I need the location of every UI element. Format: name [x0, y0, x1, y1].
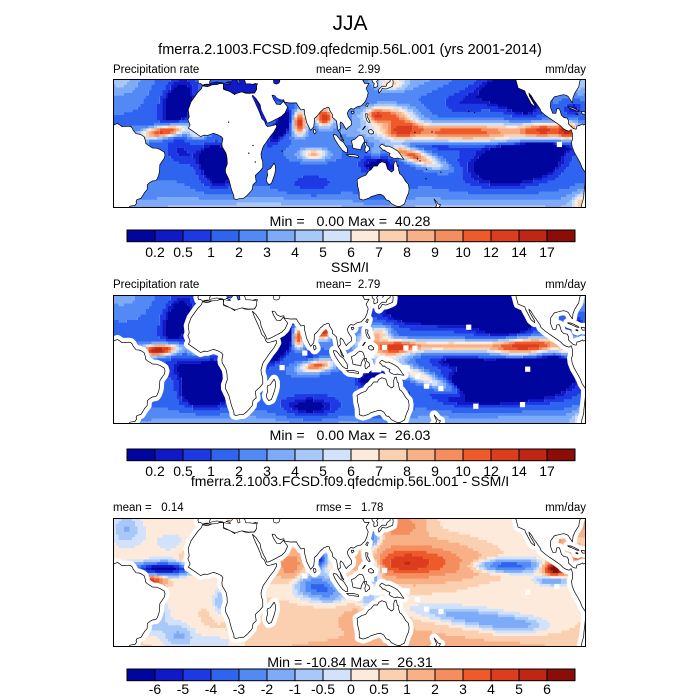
svg-text:-4: -4	[204, 681, 217, 697]
svg-text:7: 7	[375, 244, 383, 260]
svg-text:8: 8	[403, 244, 411, 260]
svg-text:0.2: 0.2	[145, 244, 165, 260]
svg-text:17: 17	[539, 244, 555, 260]
svg-text:6: 6	[543, 681, 551, 697]
svg-text:3: 3	[459, 681, 467, 697]
svg-text:0.2: 0.2	[145, 463, 165, 479]
svg-text:0: 0	[347, 681, 355, 697]
svg-text:12: 12	[483, 463, 499, 479]
svg-text:10: 10	[455, 244, 471, 260]
svg-text:4: 4	[487, 681, 495, 697]
svg-text:14: 14	[511, 463, 527, 479]
svg-text:5: 5	[319, 463, 327, 479]
svg-text:8: 8	[403, 463, 411, 479]
svg-text:5: 5	[319, 244, 327, 260]
svg-text:0.5: 0.5	[173, 244, 193, 260]
svg-text:2: 2	[235, 463, 243, 479]
svg-text:6: 6	[347, 244, 355, 260]
svg-text:1: 1	[403, 681, 411, 697]
svg-text:-0.5: -0.5	[310, 681, 334, 697]
svg-text:1: 1	[207, 244, 215, 260]
svg-text:-2: -2	[260, 681, 273, 697]
svg-text:1: 1	[207, 463, 215, 479]
svg-text:5: 5	[515, 681, 523, 697]
svg-text:4: 4	[291, 244, 299, 260]
svg-text:12: 12	[483, 244, 499, 260]
svg-text:6: 6	[347, 463, 355, 479]
svg-text:-6: -6	[148, 681, 161, 697]
svg-text:2: 2	[431, 681, 439, 697]
svg-text:2: 2	[235, 244, 243, 260]
svg-text:9: 9	[431, 463, 439, 479]
svg-text:4: 4	[291, 463, 299, 479]
svg-text:3: 3	[263, 463, 271, 479]
svg-text:17: 17	[539, 463, 555, 479]
svg-text:-1: -1	[288, 681, 301, 697]
svg-text:14: 14	[511, 244, 527, 260]
svg-text:0.5: 0.5	[173, 463, 193, 479]
svg-text:-5: -5	[176, 681, 189, 697]
svg-text:-3: -3	[232, 681, 245, 697]
svg-text:10: 10	[455, 463, 471, 479]
svg-text:7: 7	[375, 463, 383, 479]
svg-text:3: 3	[263, 244, 271, 260]
svg-text:0.5: 0.5	[369, 681, 389, 697]
svg-text:9: 9	[431, 244, 439, 260]
